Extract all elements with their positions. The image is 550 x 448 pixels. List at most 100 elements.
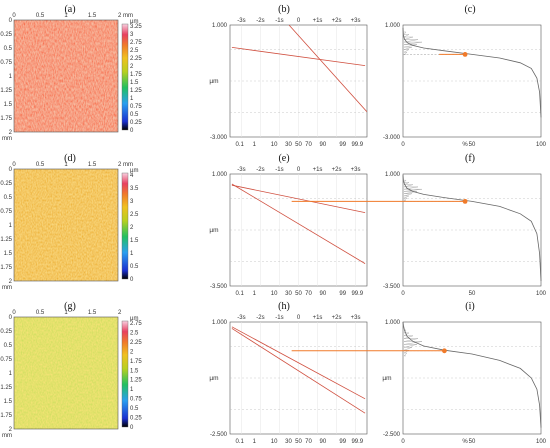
heatmap-y-tick: 2	[9, 427, 13, 433]
prob-series-line	[231, 184, 366, 213]
heatmap-y-tick: 0.25	[0, 181, 12, 187]
prob-top-tick: -2s	[256, 167, 264, 173]
heatmap-x-tick: 1.5	[88, 162, 97, 168]
prob-bottom-tick: 99.9	[351, 291, 363, 297]
prob-top-tick: 0	[297, 315, 301, 321]
prob-bottom-tick: 50	[295, 142, 302, 148]
heatmap-surface	[14, 169, 118, 281]
heatmap-y-unit: mm	[2, 136, 12, 142]
dist-x-label: %	[462, 439, 468, 445]
heatmap-y-tick: 1.5	[4, 251, 13, 257]
heatmap-y-tick: 0	[9, 167, 13, 173]
colorbar-tick: 2.5	[130, 48, 139, 54]
prob-series-line	[288, 25, 367, 113]
colorbar-tick: 2	[130, 349, 134, 355]
heatmap-x-tick: 2 mm	[118, 13, 133, 19]
colorbar-tick: 0	[130, 277, 134, 283]
prob-bottom-tick: 90	[320, 291, 327, 297]
panel-label: (h)	[278, 301, 290, 312]
panel-label: (e)	[278, 153, 289, 164]
colorbar-tick: 0.5	[130, 406, 139, 412]
heatmap-y-tick: 1.5	[4, 102, 13, 108]
prob-bottom-tick: 0.1	[236, 291, 245, 297]
prob-y-bottom: -3.000	[210, 135, 228, 141]
prob-top-tick: -2s	[256, 18, 264, 24]
prob-series-line	[231, 183, 366, 264]
dist-x-tick: 0	[401, 439, 405, 445]
prob-y-top: 1.000	[212, 23, 228, 29]
colorbar-tick: 2.5	[130, 212, 139, 218]
panel-label: (f)	[465, 153, 475, 164]
prob-bottom-tick: 99.9	[351, 439, 363, 445]
prob-top-tick: -1s	[275, 167, 283, 173]
prob-top-tick: +3s	[351, 18, 361, 24]
dist-x-tick: 100	[536, 439, 547, 445]
heatmap-y-tick: 0	[9, 18, 13, 24]
heatmap-y-tick: 0.5	[4, 46, 13, 52]
heatmap-surface	[14, 317, 118, 429]
prob-top-tick: -3s	[237, 315, 245, 321]
dist-x-tick: 0	[401, 142, 405, 148]
heatmap-x-tick: 1.5	[88, 13, 97, 19]
prob-bottom-tick: 99	[339, 142, 346, 148]
colorbar	[121, 23, 129, 131]
heatmap-y-tick: 0.75	[0, 357, 12, 363]
colorbar-tick: 3	[130, 32, 134, 38]
colorbar-tick: 1.5	[130, 368, 139, 374]
dist-histogram	[403, 329, 423, 357]
colorbar-unit: µm	[130, 316, 138, 322]
colorbar-unit: µm	[130, 168, 138, 174]
heatmap-y-tick: 1.25	[0, 237, 12, 243]
prob-bottom-tick: 1	[253, 439, 257, 445]
heatmap-y-tick: 1.75	[0, 265, 12, 271]
heatmap-y-tick: 2	[9, 130, 13, 136]
prob-series-line	[231, 47, 366, 66]
prob-top-tick: +1s	[313, 18, 323, 24]
prob-top-tick: +1s	[313, 315, 323, 321]
colorbar-tick: 3.5	[130, 186, 139, 192]
heatmap-y-unit: mm	[2, 433, 12, 439]
colorbar-tick: 0	[130, 425, 134, 431]
colorbar-tick: 1.75	[130, 359, 142, 365]
heatmap-y-tick: 0.75	[0, 209, 12, 215]
panel-label: (i)	[465, 301, 474, 312]
heatmap-y-tick: 0.25	[0, 329, 12, 335]
dist-y-bottom: -3.500	[383, 284, 401, 290]
heatmap-surface	[14, 20, 118, 132]
panel-label: (d)	[64, 153, 76, 164]
prob-top-tick: 0	[297, 167, 301, 173]
prob-top-tick: +2s	[332, 315, 342, 321]
heatmap-y-tick: 2	[9, 279, 13, 285]
colorbar-tick: 1	[130, 387, 134, 393]
panel-label: (g)	[64, 301, 76, 312]
heatmap-y-tick: 1.75	[0, 413, 12, 419]
heatmap-x-tick: 0.5	[36, 13, 45, 19]
prob-bottom-tick: 70	[305, 439, 312, 445]
colorbar-unit: µm	[130, 19, 138, 25]
colorbar-tick: 0.75	[130, 397, 142, 403]
heatmap-x-tick: 2 mm	[118, 162, 133, 168]
prob-bottom-tick: 90	[320, 142, 327, 148]
dist-y-bottom: -3.000	[383, 135, 401, 141]
dist-y-top: 1.000	[385, 172, 401, 178]
prob-bottom-tick: 0.1	[236, 142, 245, 148]
colorbar-tick: 1.5	[130, 80, 139, 86]
heatmap-x-tick: 1	[64, 162, 68, 168]
prob-y-bottom: -3.500	[210, 284, 228, 290]
colorbar-tick: 2.75	[130, 321, 142, 327]
colorbar	[121, 320, 129, 428]
prob-top-tick: 0	[297, 18, 301, 24]
prob-bottom-tick: 30	[285, 142, 292, 148]
heatmap-y-tick: 0.5	[4, 195, 13, 201]
prob-series-group	[231, 183, 366, 264]
prob-top-tick: +2s	[332, 18, 342, 24]
prob-y-bottom: -2.500	[210, 432, 228, 438]
prob-bottom-tick: 10	[271, 439, 278, 445]
prob-top-tick: +2s	[332, 167, 342, 173]
heatmap-y-tick: 1	[9, 223, 13, 229]
prob-series-group	[231, 25, 367, 113]
colorbar-tick: 1	[130, 251, 134, 257]
colorbar-tick: 0.25	[130, 416, 142, 422]
